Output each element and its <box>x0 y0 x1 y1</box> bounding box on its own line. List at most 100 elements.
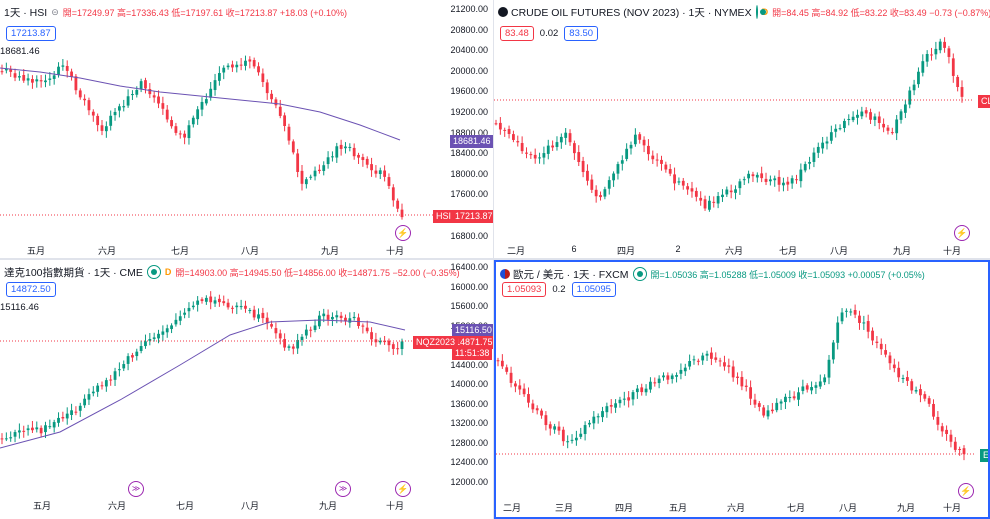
hsi-candle <box>61 65 65 67</box>
crude-time-axis[interactable]: 二月 6 四月 2 六月 七月 八月 九月 十月 <box>494 244 974 258</box>
fast-forward-icon[interactable]: ≫ <box>335 481 351 497</box>
eurusd-candle <box>588 422 591 425</box>
nq-candle <box>148 339 152 341</box>
crude-candle <box>742 179 746 181</box>
nq-chart-pane[interactable]: 達克100指數期貨 · 1天 · CME D 開=14903.00 高=1494… <box>0 260 493 519</box>
crude-bid-box[interactable]: 83.48 <box>500 26 534 41</box>
hsi-header: 1天 · HSI ⊝ 開=17249.97 高=17336.43 低=17197… <box>4 4 489 20</box>
crude-candle <box>738 181 742 189</box>
hsi-candle <box>35 79 39 82</box>
eurusd-candle <box>840 312 844 322</box>
nq-candle <box>326 314 330 320</box>
nq-candle <box>135 351 139 357</box>
hsi-candle <box>31 79 34 83</box>
crude-candle <box>917 71 920 85</box>
hsi-candle <box>283 115 287 126</box>
crude-candle <box>960 87 964 97</box>
eye-icon[interactable]: ⊝ <box>51 6 59 17</box>
crude-chart-pane[interactable]: CRUDE OIL FUTURES (NOV 2023) · 1天 · NYME… <box>494 0 990 258</box>
crude-candle <box>938 41 942 51</box>
time-tick-label: 五月 <box>26 246 46 256</box>
hsi-candle <box>317 169 321 172</box>
hsi-candle <box>65 65 69 71</box>
eurusd-candle <box>788 397 792 399</box>
hsi-title[interactable]: 1天 · HSI <box>4 6 48 19</box>
price-tick-label: 16400.00 <box>450 262 488 272</box>
eurusd-candle <box>831 342 835 360</box>
nq-moving-average <box>0 319 406 449</box>
price-tick-label: 20400.00 <box>450 45 488 56</box>
hsi-candle <box>161 103 165 109</box>
fast-forward-icon[interactable]: ≫ <box>128 481 144 497</box>
nq-candle <box>287 346 291 348</box>
eurusd-chart-pane[interactable]: 歐元 / 美元 · 1天 · FXCM 開=1.05036 高=1.05288 … <box>494 260 990 519</box>
eurusd-candle <box>635 388 639 393</box>
eurusd-ask-box[interactable]: 1.05095 <box>571 282 616 297</box>
pane-divider-horizontal[interactable] <box>0 258 990 260</box>
hsi-time-axis[interactable]: 五月 六月 七月 八月 九月 十月 <box>0 244 430 258</box>
eurusd-candle <box>561 429 565 442</box>
nq-candle <box>248 310 252 312</box>
eurusd-candle <box>901 378 905 380</box>
bolt-icon[interactable]: ⚡ <box>958 483 974 499</box>
nq-candle <box>235 305 239 308</box>
crude-candle <box>943 41 946 48</box>
crude-candle <box>660 159 663 164</box>
market-status-icon[interactable] <box>755 5 766 19</box>
nq-candle <box>61 416 65 419</box>
hsi-candle <box>361 157 365 161</box>
eurusd-candles[interactable] <box>496 262 976 492</box>
crude-title[interactable]: CRUDE OIL FUTURES (NOV 2023) · 1天 · NYME… <box>498 5 752 20</box>
eurusd-candle <box>688 361 692 367</box>
eurusd-candle <box>814 385 818 388</box>
hsi-candle <box>165 109 169 120</box>
nq-candle <box>278 333 282 339</box>
crude-candle <box>956 76 960 88</box>
crude-header: CRUDE OIL FUTURES (NOV 2023) · 1天 · NYME… <box>498 4 990 20</box>
bolt-icon[interactable]: ⚡ <box>954 225 970 241</box>
crude-candle <box>790 178 794 184</box>
nq-candle <box>365 327 369 332</box>
nq-price-axis[interactable]: 16400.0016000.0015600.0015200.0014800.00… <box>430 260 488 500</box>
hsi-candle <box>239 64 243 66</box>
eurusd-candle <box>596 416 600 418</box>
market-status-icon[interactable] <box>146 265 161 279</box>
hsi-quote-box[interactable]: 17213.87 <box>6 26 56 41</box>
crude-candle <box>816 146 820 153</box>
nq-time-axis[interactable]: 五月 六月 七月 八月 九月 十月 <box>0 499 430 513</box>
time-tick-label: 六月 <box>724 246 744 256</box>
crude-candle <box>503 129 507 131</box>
crude-candle <box>507 129 511 134</box>
crude-candles[interactable] <box>494 0 974 240</box>
hsi-price-axis[interactable]: 21200.00 20800.00 20400.00 20000.00 19600.00… <box>430 0 488 241</box>
eurusd-bid-box[interactable]: 1.05093 <box>502 282 547 297</box>
crude-candle <box>520 143 524 152</box>
bolt-icon[interactable]: ⚡ <box>395 225 411 241</box>
nq-title[interactable]: 達克100指數期貨 · 1天 · CME <box>4 266 143 279</box>
crude-ask-box[interactable]: 83.50 <box>564 26 599 41</box>
hsi-candle <box>339 144 343 149</box>
crude-candle <box>847 118 851 120</box>
eurusd-candle <box>574 437 578 441</box>
crude-candle <box>525 152 528 154</box>
eurusd-title[interactable]: 歐元 / 美元 · 1天 · FXCM <box>500 267 629 282</box>
nq-quote-box[interactable]: 14872.50 <box>6 282 56 297</box>
nq-candle <box>300 336 304 341</box>
market-status-icon[interactable] <box>632 267 647 281</box>
nq-candle <box>52 422 56 428</box>
hsi-chart-pane[interactable]: 1天 · HSI ⊝ 開=17249.97 高=17336.43 低=17197… <box>0 0 493 258</box>
nq-candle <box>196 300 200 305</box>
hsi-candles[interactable] <box>0 0 440 230</box>
eurusd-time-axis[interactable]: 二月 三月 四月 五月 六月 七月 八月 九月 十月 <box>496 501 976 515</box>
eurusd-candle <box>888 355 892 364</box>
crude-candle <box>638 134 642 140</box>
hsi-candle <box>4 68 8 71</box>
time-tick-label: 十月 <box>942 246 962 256</box>
nq-candle <box>387 340 391 346</box>
nq-candles[interactable] <box>0 260 440 490</box>
hsi-candle <box>9 69 13 72</box>
bolt-icon[interactable]: ⚡ <box>395 481 411 497</box>
crude-candle <box>712 201 716 203</box>
crude-candle <box>838 128 842 130</box>
nq-ma-label: 15116.46 <box>0 302 39 313</box>
